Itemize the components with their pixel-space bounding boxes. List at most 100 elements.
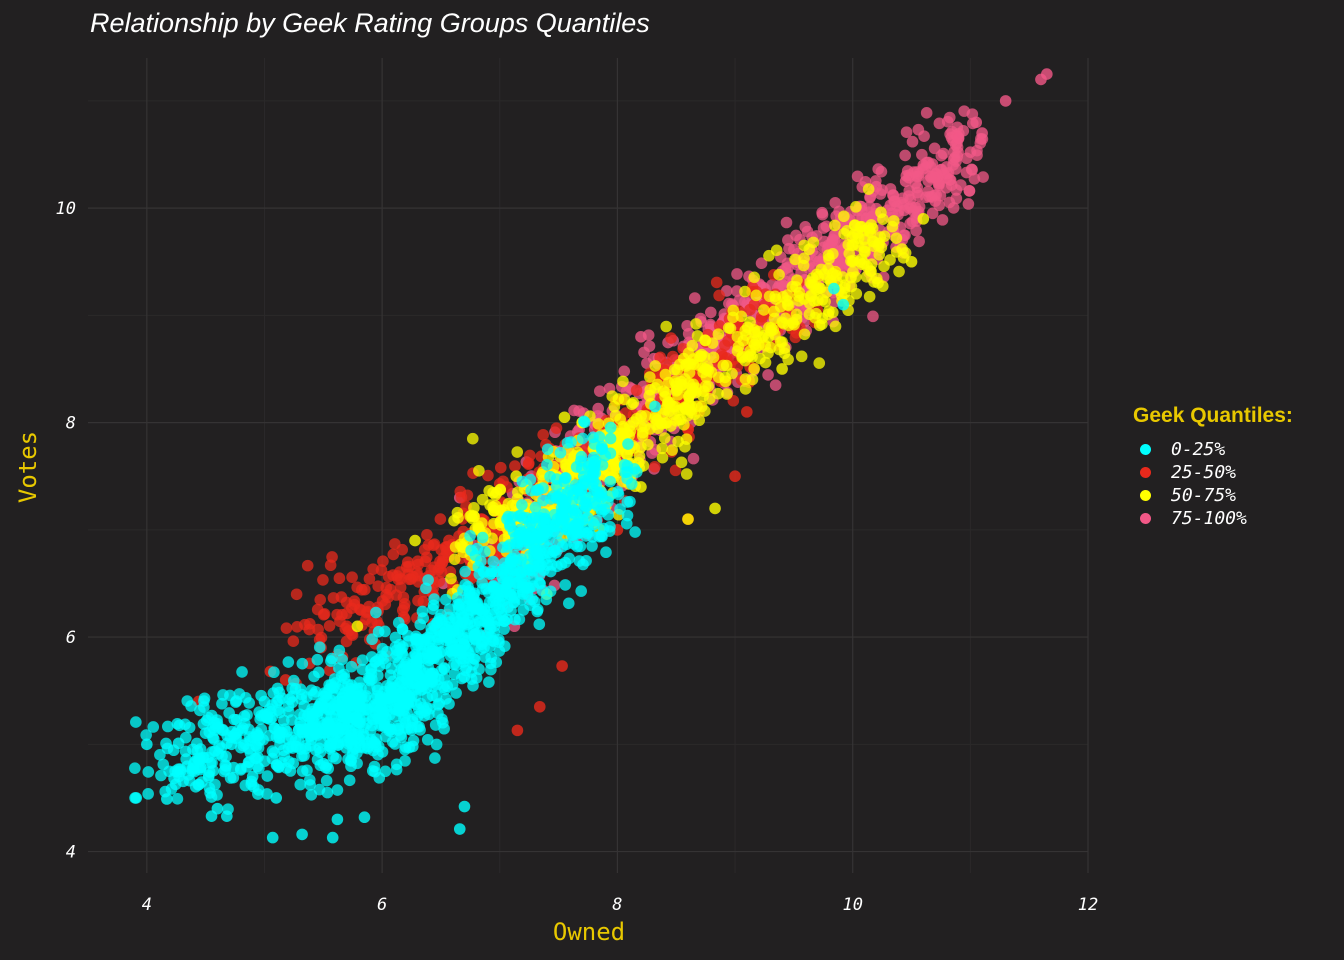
data-point xyxy=(405,573,417,585)
data-point xyxy=(789,253,801,266)
data-point xyxy=(313,641,326,654)
data-point xyxy=(917,159,930,172)
data-point xyxy=(461,626,474,639)
data-point xyxy=(319,690,331,703)
data-point xyxy=(406,740,419,753)
data-point xyxy=(406,677,418,690)
data-point xyxy=(521,531,534,543)
data-point xyxy=(369,765,381,778)
data-point xyxy=(846,255,859,268)
data-point xyxy=(748,363,760,375)
data-point xyxy=(675,379,688,391)
data-point xyxy=(173,719,186,732)
data-point xyxy=(612,488,625,501)
data-point xyxy=(741,406,753,418)
data-point xyxy=(621,509,634,522)
data-point xyxy=(604,475,617,488)
data-point xyxy=(361,736,374,749)
data-point xyxy=(433,653,445,666)
x-tick-label: 6 xyxy=(377,895,387,915)
data-point xyxy=(945,179,958,191)
data-point xyxy=(448,658,460,671)
data-point xyxy=(427,603,439,615)
data-point xyxy=(875,206,887,219)
data-point xyxy=(130,716,142,728)
data-point xyxy=(679,402,692,415)
data-point xyxy=(422,574,434,586)
data-point xyxy=(965,163,978,176)
data-point xyxy=(552,536,565,549)
data-point xyxy=(323,664,336,677)
data-point xyxy=(333,722,346,735)
data-point xyxy=(163,765,175,778)
data-point xyxy=(976,127,988,139)
data-point xyxy=(903,202,916,214)
data-point xyxy=(161,742,174,755)
data-point xyxy=(268,746,281,759)
data-point xyxy=(614,503,626,515)
data-point xyxy=(866,222,879,235)
data-point xyxy=(782,353,794,366)
data-point xyxy=(828,282,840,295)
data-point xyxy=(414,618,427,631)
data-point xyxy=(829,219,841,232)
data-point xyxy=(592,402,604,415)
data-point xyxy=(686,339,699,352)
data-point xyxy=(630,384,643,397)
data-point xyxy=(817,222,830,234)
data-point xyxy=(192,779,205,791)
data-point xyxy=(466,598,479,610)
data-point xyxy=(324,559,337,572)
data-point xyxy=(243,731,256,743)
data-point xyxy=(813,357,826,369)
data-point xyxy=(345,602,358,614)
data-point xyxy=(624,420,636,432)
data-point xyxy=(689,292,701,304)
data-point xyxy=(515,594,528,606)
data-point xyxy=(537,428,549,441)
data-point xyxy=(401,664,414,677)
data-point xyxy=(482,469,494,482)
data-point xyxy=(236,724,248,736)
data-point xyxy=(551,560,563,573)
data-point xyxy=(952,132,965,145)
data-point xyxy=(913,235,925,248)
data-point xyxy=(960,152,973,165)
data-point xyxy=(276,692,288,704)
data-point xyxy=(522,458,535,471)
data-point xyxy=(537,482,549,494)
data-point xyxy=(911,181,924,194)
legend: Geek Quantiles: 0-25% 25-50% 50-75% 75-1… xyxy=(1133,404,1293,530)
data-point xyxy=(396,623,409,636)
data-point xyxy=(488,517,500,530)
data-point xyxy=(197,718,210,730)
data-point xyxy=(575,585,587,597)
data-point xyxy=(350,711,363,723)
data-point xyxy=(644,383,657,396)
data-point xyxy=(336,691,349,704)
data-point xyxy=(516,475,529,488)
data-point xyxy=(630,466,643,478)
data-point xyxy=(290,740,302,753)
data-point xyxy=(448,668,461,681)
legend-swatch xyxy=(1140,513,1151,524)
data-point xyxy=(829,196,842,209)
data-point xyxy=(183,721,196,734)
data-point xyxy=(380,588,393,601)
data-point xyxy=(371,615,383,628)
data-point xyxy=(255,723,268,736)
data-point xyxy=(798,239,810,252)
legend-item: 0-25% xyxy=(1133,438,1293,461)
data-point xyxy=(468,502,480,514)
data-point xyxy=(835,289,848,302)
data-point xyxy=(533,618,546,631)
data-point xyxy=(181,695,194,707)
data-point xyxy=(797,259,810,272)
data-point xyxy=(850,287,863,300)
data-point xyxy=(226,725,238,738)
data-point xyxy=(429,752,441,764)
data-point xyxy=(681,319,693,332)
data-point xyxy=(307,705,319,718)
data-point xyxy=(328,682,340,694)
